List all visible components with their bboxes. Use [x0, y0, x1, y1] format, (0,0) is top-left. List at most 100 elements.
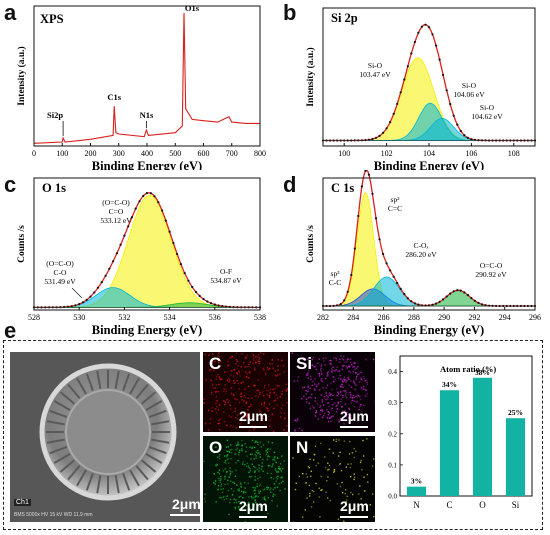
data-point — [115, 252, 118, 255]
bar-value-label: 3% — [411, 477, 422, 486]
bar-value-label: 34% — [442, 380, 457, 389]
data-point — [339, 303, 342, 306]
x-tick-label: 528 — [28, 313, 40, 322]
panel-label-d: d — [283, 172, 297, 197]
x-tick-label: 100 — [56, 149, 68, 158]
data-point — [127, 225, 130, 228]
atom-ratio-chart: 0.0 0.1 0.2 0.3 0.4 Atom ratio (%) 3% N 34% C 38% O… — [388, 355, 533, 510]
data-point — [445, 89, 448, 92]
data-point — [470, 138, 473, 141]
chart-title: C 1s — [331, 181, 354, 195]
panel-c: c 528 530 532 534 536 538 Binding Energy (eV) C… — [0, 170, 275, 340]
eds-map-c-label: C — [209, 354, 222, 373]
data-point — [389, 269, 392, 272]
data-point — [145, 192, 149, 195]
bar-C — [439, 390, 460, 496]
eds-map-c-scale-bar — [239, 426, 267, 428]
data-point — [371, 192, 374, 195]
data-point — [360, 185, 363, 188]
sem-scale-label: 2μm — [172, 496, 200, 512]
data-point — [431, 303, 434, 306]
data-point — [108, 267, 111, 270]
panel-e-frame — [3, 340, 543, 530]
data-point — [112, 260, 115, 263]
data-point — [343, 299, 346, 302]
data-point — [187, 279, 190, 282]
x-tick-label: 284 — [347, 313, 359, 322]
sem-particle — [10, 352, 200, 522]
data-point — [96, 286, 100, 289]
eds-map-c: C 2μm — [203, 352, 288, 432]
sem-scale-bar — [170, 514, 200, 516]
data-point — [392, 112, 395, 115]
y-tick-label: 0.4 — [388, 368, 397, 376]
plot-frame — [33, 177, 261, 311]
x-tick-label: 532 — [118, 313, 130, 322]
data-point — [463, 134, 466, 137]
data-point — [168, 230, 171, 233]
data-point — [435, 44, 438, 47]
x-tick-label: 294 — [499, 313, 511, 322]
data-point — [228, 305, 231, 308]
data-point — [442, 73, 445, 77]
data-point — [179, 263, 182, 266]
y-axis-label: Counts /s — [306, 225, 316, 263]
eds-map-n-label: N — [296, 438, 309, 457]
x-tick-label: 108 — [508, 149, 520, 158]
data-point — [206, 300, 209, 303]
y-tick-label: 0.0 — [388, 493, 397, 501]
x-tick-label: 700 — [226, 149, 238, 158]
y-tick-label: 0.1 — [388, 461, 397, 469]
data-point — [417, 303, 420, 306]
eds-map-si-scale: 2μm — [340, 408, 369, 424]
c1s-chart: 282 284 286 288 290 292 294 296 Binding Energy (… — [306, 170, 541, 337]
data-point — [385, 262, 388, 265]
data-point — [466, 136, 469, 139]
data-point — [198, 294, 201, 298]
data-point — [410, 52, 413, 55]
peak-annotation: Si-O — [480, 103, 495, 112]
data-point — [100, 281, 103, 284]
data-point — [420, 25, 423, 28]
data-point — [399, 287, 402, 290]
peak-annotation: (O=C-O) — [102, 198, 130, 207]
data-point — [438, 300, 441, 303]
data-point — [70, 305, 73, 308]
data-point — [374, 136, 378, 139]
data-point — [410, 300, 413, 303]
bar-value-label: 38% — [475, 368, 490, 377]
x-tick-label: 296 — [529, 313, 541, 322]
data-point — [172, 241, 175, 245]
data-point — [449, 103, 452, 106]
peak-annotation: O=C-O — [480, 261, 503, 270]
chart-title: Atom ratio (%) — [440, 364, 496, 374]
data-point — [456, 289, 459, 292]
data-point — [459, 289, 462, 292]
peak-annotation: Si-O — [368, 61, 383, 70]
data-point — [130, 216, 133, 219]
panel-d: d 282 284 286 288 290 292 294 296 Binding Energy… — [275, 170, 550, 340]
data-point — [357, 214, 360, 218]
eds-map-o-label: O — [209, 438, 223, 457]
plot-frame — [33, 5, 261, 147]
peak-annotation: (O=C-O) — [46, 259, 74, 268]
peak-annotation: Si-O — [462, 81, 477, 90]
x-tick-label: 600 — [198, 149, 210, 158]
x-tick-label: 100 — [338, 149, 350, 158]
peak-annotation: O-F — [220, 267, 232, 276]
data-point — [413, 302, 416, 305]
data-point — [417, 31, 420, 34]
data-point — [89, 295, 92, 298]
data-point — [488, 304, 491, 307]
peak-annotation: 531.49 eV — [44, 277, 76, 286]
data-point — [427, 26, 431, 29]
data-point — [209, 302, 213, 305]
data-point — [85, 298, 88, 301]
data-point — [463, 291, 466, 294]
x-tick-label: 104 — [423, 149, 435, 158]
data-point — [183, 272, 186, 275]
sem-image: Ch1 BMS 5000x HV 15 kV WD 11.9 mm 2μm — [10, 352, 200, 522]
x-tick-label: 534 — [164, 313, 176, 322]
bar-Si — [505, 418, 526, 496]
peak-label: N1s — [140, 110, 154, 120]
